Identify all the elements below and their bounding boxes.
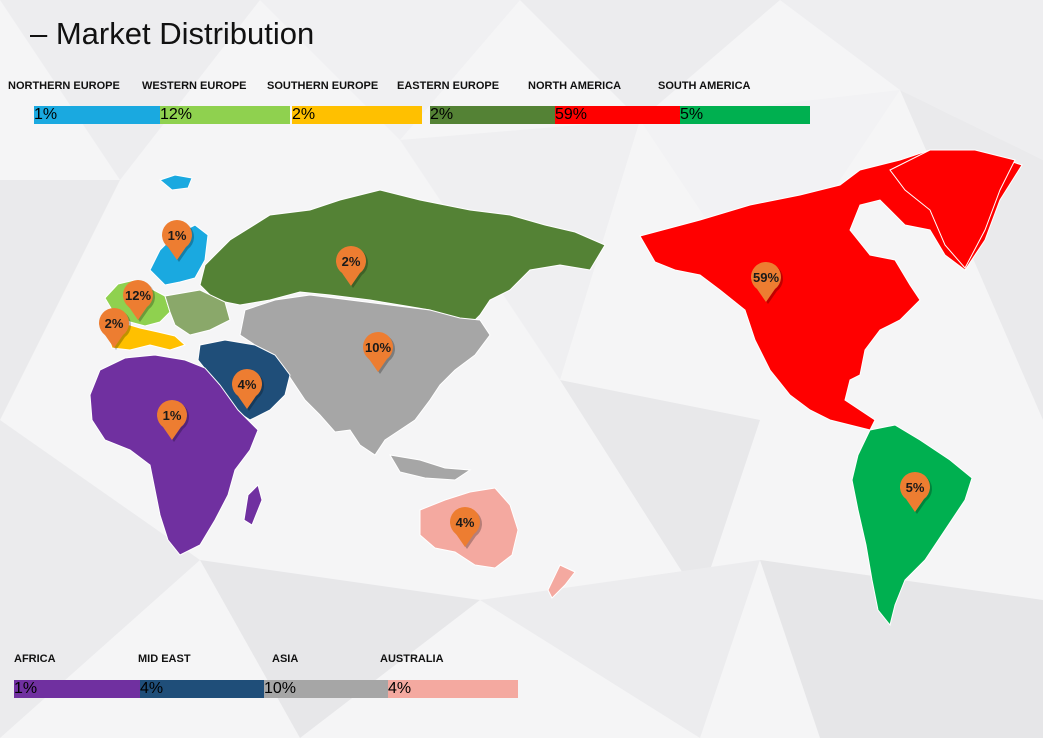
pin-label: 12% bbox=[125, 288, 151, 303]
legend-label-south-america: SOUTH AMERICA bbox=[658, 80, 751, 92]
pin-label: 59% bbox=[753, 270, 779, 285]
map-region-south-america[interactable] bbox=[851, 424, 973, 627]
legend-label-western-europe: WESTERN EUROPE bbox=[142, 80, 247, 92]
legend-value-north-america: 59% bbox=[555, 106, 685, 124]
pin-label: 1% bbox=[163, 408, 182, 423]
map-region-australia-nz bbox=[547, 564, 576, 599]
legend-value-africa: 1% bbox=[14, 680, 144, 698]
map-region-northern-europe-iceland[interactable] bbox=[158, 174, 193, 191]
pin-australia[interactable]: 4% bbox=[450, 507, 483, 549]
pin-marker-icon bbox=[162, 220, 193, 260]
map-region-asia-islands bbox=[389, 454, 472, 481]
map-region-africa-madagascar bbox=[243, 484, 263, 526]
pin-marker-icon bbox=[123, 280, 154, 320]
pin-western-europe[interactable]: 12% bbox=[123, 280, 156, 322]
pin-label: 1% bbox=[168, 228, 187, 243]
pin-south-america[interactable]: 5% bbox=[900, 472, 932, 514]
pin-marker-icon bbox=[900, 472, 930, 512]
legend-value-south-america: 5% bbox=[680, 106, 810, 124]
legend-label-northern-europe: NORTHERN EUROPE bbox=[8, 80, 120, 92]
map-region-asia[interactable] bbox=[239, 294, 491, 456]
map-region-africa[interactable] bbox=[89, 354, 259, 556]
pin-marker-icon bbox=[363, 332, 393, 372]
pin-label: 4% bbox=[456, 515, 475, 530]
legend-label-australia: AUSTRALIA bbox=[380, 653, 444, 665]
legend-label-asia: ASIA bbox=[272, 653, 299, 665]
legend-value-western-europe: 12% bbox=[160, 106, 290, 124]
legend-value-australia: 4% bbox=[388, 680, 518, 698]
pin-marker-icon bbox=[99, 308, 129, 348]
pin-marker-icon bbox=[450, 507, 481, 547]
legend-value-mid-east: 4% bbox=[140, 680, 270, 698]
legend-label-africa: AFRICA bbox=[14, 653, 56, 665]
map-region-eastern-europe[interactable] bbox=[199, 189, 606, 326]
pin-label: 2% bbox=[105, 316, 124, 331]
pin-eastern-europe[interactable]: 2% bbox=[336, 246, 369, 288]
legend-label-mid-east: MID EAST bbox=[138, 653, 191, 665]
legend-value-asia: 10% bbox=[264, 680, 394, 698]
pin-marker-icon bbox=[232, 369, 262, 409]
legend-label-north-america: NORTH AMERICA bbox=[528, 80, 622, 92]
pin-southern-europe[interactable]: 2% bbox=[99, 308, 131, 350]
pin-label: 4% bbox=[238, 377, 257, 392]
pin-mid-east[interactable]: 4% bbox=[232, 369, 264, 411]
pin-label: 5% bbox=[906, 480, 925, 495]
pin-northern-europe[interactable]: 1% bbox=[162, 220, 195, 262]
pin-label: 2% bbox=[342, 254, 361, 269]
pin-africa[interactable]: 1% bbox=[157, 400, 189, 442]
pin-asia[interactable]: 10% bbox=[363, 332, 395, 374]
legend-value-southern-europe: 2% bbox=[292, 106, 422, 124]
pin-marker-icon bbox=[157, 400, 187, 440]
pin-marker-icon bbox=[336, 246, 367, 286]
map-region-north-america-greenland[interactable] bbox=[889, 149, 1016, 269]
pin-label: 10% bbox=[365, 340, 391, 355]
legend-label-southern-europe: SOUTHERN EUROPE bbox=[267, 80, 379, 92]
legend-value-eastern-europe: 2% bbox=[430, 106, 560, 124]
legend-value-northern-europe: 1% bbox=[34, 106, 164, 124]
legend-label-eastern-europe: EASTERN EUROPE bbox=[397, 80, 500, 92]
pin-north-america[interactable]: 59% bbox=[751, 262, 784, 304]
page-title: – Market Distribution bbox=[30, 16, 315, 51]
map-region-central-europe bbox=[164, 289, 231, 336]
pin-marker-icon bbox=[751, 262, 782, 302]
